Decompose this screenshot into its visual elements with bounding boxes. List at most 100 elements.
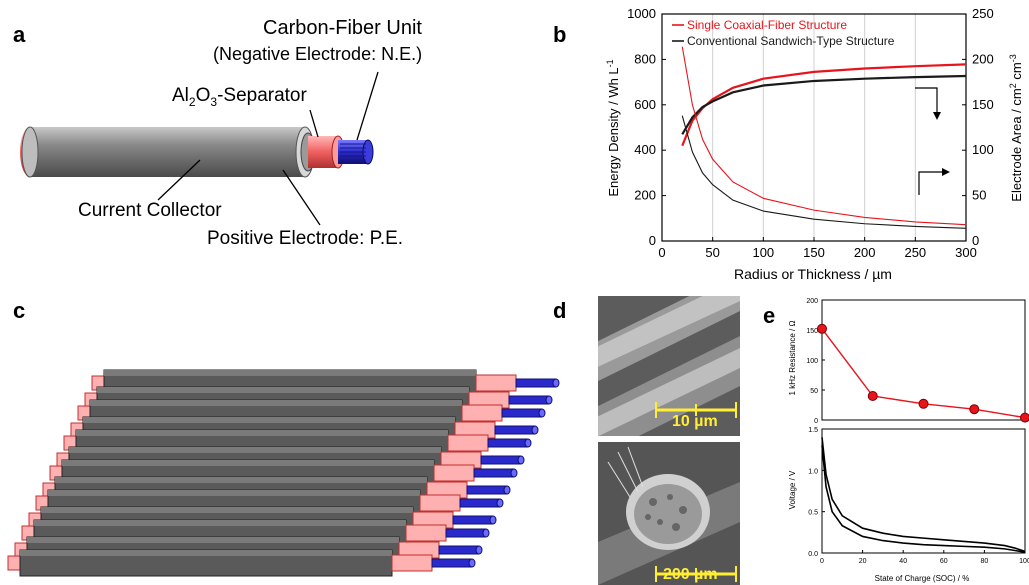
voltage-tick-label: 1.5	[808, 427, 818, 434]
resistance-tick-label: 50	[810, 388, 818, 395]
carbon-fiber-tip	[531, 425, 539, 435]
carbon-fiber-tip	[538, 408, 546, 418]
y-right-tick-label: 100	[972, 142, 994, 157]
resistance-point	[1020, 412, 1029, 423]
carbon-fiber-tip	[482, 528, 490, 538]
soc-tick-label: 20	[859, 558, 867, 565]
current-collector-top-face	[41, 507, 413, 513]
y-left-tick-label: 400	[634, 142, 656, 157]
y-right-tick-label: 200	[972, 51, 994, 66]
separator-right-end	[461, 404, 503, 422]
label-separator: Al2O3-Separator	[172, 85, 307, 109]
current-collector-left-end	[21, 126, 39, 178]
carbon-fiber-rod	[452, 515, 494, 525]
label-positive-electrode: Positive Electrode: P.E.	[207, 228, 404, 249]
panel-label-a: a	[13, 22, 26, 47]
leader-current-collector	[157, 159, 201, 201]
separator-right-end	[419, 494, 461, 512]
carbon-fiber-tip	[489, 515, 497, 525]
carbon-fiber-rod	[445, 528, 487, 538]
arrow-to-left-axis	[915, 87, 938, 116]
sem-image-fiber-side: 10 µm	[598, 296, 740, 436]
current-collector-top-face	[90, 400, 462, 406]
sem-image-fiber-cross-section: 200 µm	[598, 442, 740, 585]
leader-positive-electrode	[282, 169, 321, 226]
current-collector-top-face	[27, 537, 399, 543]
current-collector-top-face	[104, 370, 476, 376]
carbon-fiber-rod	[473, 468, 515, 478]
current-collector-top-face	[55, 477, 427, 483]
x-tick-label: 50	[705, 245, 719, 260]
leader-separator	[309, 109, 319, 138]
leader-carbon-fiber	[356, 71, 379, 141]
y-axis-title-right: Electrode Area / cm2 cm-3	[1008, 54, 1024, 201]
resistance-point	[867, 391, 878, 401]
scale-label-top: 10 µm	[672, 413, 718, 430]
x-tick-label: 100	[752, 245, 774, 260]
y-left-tick-label: 0	[649, 233, 656, 248]
carbon-fiber-tip	[475, 545, 483, 555]
resistance-tick-label: 0	[814, 418, 818, 425]
stacked-fiber-array-illustration	[7, 369, 560, 577]
current-collector-top-face	[76, 430, 448, 436]
separator-right-end	[447, 434, 489, 452]
separator-right-end	[391, 554, 433, 572]
resistance-point	[969, 404, 980, 415]
energy-density-chart: Energy Density / Wh L-1 Electrode Area /…	[605, 6, 1024, 282]
carbon-fiber-tip	[517, 455, 525, 465]
y-right-tick-label: 250	[972, 6, 994, 21]
current-collector-top-face	[34, 520, 406, 526]
voltage-curve	[821, 445, 1026, 553]
carbon-fiber-rod	[438, 545, 480, 555]
carbon-fiber-rod	[494, 425, 536, 435]
carbon-fiber-tip	[545, 395, 553, 405]
series-line-right	[681, 46, 967, 226]
resistance-point	[817, 323, 827, 334]
carbon-fiber-tip	[496, 498, 504, 508]
resistance-voltage-chart: 1 kHz Resistance / Ω Voltage / V State o…	[788, 298, 1029, 583]
current-collector-top-face	[69, 447, 441, 453]
current-collector-top-face	[62, 460, 434, 466]
series-line-right	[681, 115, 967, 229]
soc-tick-label: 60	[940, 558, 948, 565]
carbon-fiber-rod	[480, 455, 522, 465]
carbon-fiber-rod	[508, 395, 550, 405]
y-right-tick-label: 150	[972, 97, 994, 112]
y-right-tick-label: 0	[972, 233, 979, 248]
panel-label-d: d	[553, 298, 567, 323]
y-right-tick-label: 50	[972, 188, 986, 203]
series-line-left	[681, 74, 967, 135]
carbon-fiber-rod	[487, 438, 529, 448]
legend-entry: Conventional Sandwich-Type Structure	[687, 34, 895, 48]
series-line-left	[681, 63, 967, 147]
x-axis-title: Radius or Thickness / µm	[734, 266, 892, 282]
x-tick-label: 0	[658, 245, 665, 260]
carbon-fiber-tip	[524, 438, 532, 448]
resistance-axis-title: 1 kHz Resistance / Ω	[788, 321, 797, 396]
soc-tick-label: 0	[820, 558, 824, 565]
fiber-unit	[7, 549, 476, 577]
y-left-tick-label: 1000	[627, 6, 656, 21]
voltage-tick-label: 1.0	[808, 468, 818, 475]
x-tick-label: 200	[854, 245, 876, 260]
arrow-head	[942, 168, 950, 176]
voltage-tick-label: 0.5	[808, 510, 818, 517]
y-axis-title-left: Energy Density / Wh L-1	[605, 59, 621, 196]
carbon-fiber-rod	[431, 558, 473, 568]
current-collector-top-face	[97, 387, 469, 393]
soc-tick-label: 40	[899, 558, 907, 565]
x-tick-label: 250	[904, 245, 926, 260]
current-collector-top-face	[48, 490, 420, 496]
x-tick-label: 300	[955, 245, 977, 260]
soc-tick-label: 80	[981, 558, 989, 565]
voltage-curve	[821, 437, 1026, 553]
current-collector-top-face	[83, 417, 455, 423]
x-tick-label: 150	[803, 245, 825, 260]
carbon-fiber-rod	[459, 498, 501, 508]
voltage-plot-frame	[821, 428, 1026, 554]
coaxial-fiber-illustration	[20, 71, 379, 226]
separator-right-end	[475, 374, 517, 392]
panel-label-b: b	[553, 22, 567, 47]
panel-label-c: c	[13, 298, 26, 323]
legend-entry: Single Coaxial-Fiber Structure	[687, 18, 847, 32]
